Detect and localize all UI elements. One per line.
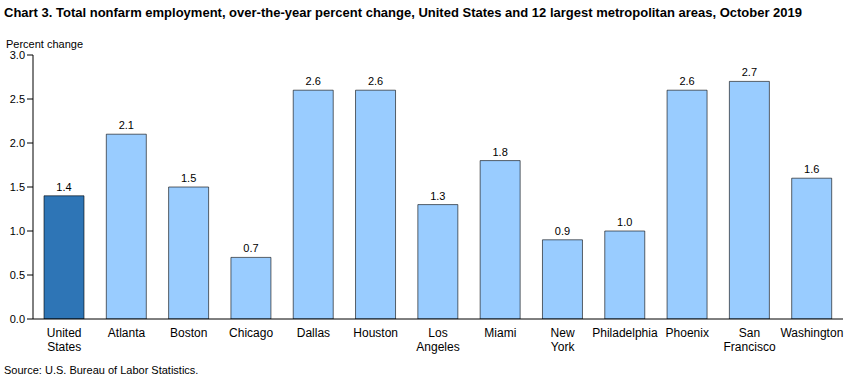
svg-text:SanFrancisco: SanFrancisco xyxy=(724,326,776,354)
svg-text:2.0: 2.0 xyxy=(10,137,25,149)
html-text:Source: U.S. Bureau of Labor S: Source: U.S. Bureau of Labor Statistics. xyxy=(4,364,199,376)
svg-text:1.3: 1.3 xyxy=(430,190,445,202)
svg-text:Atlanta: Atlanta xyxy=(108,326,146,340)
svg-text:Miami: Miami xyxy=(484,326,516,340)
svg-text:2.7: 2.7 xyxy=(742,66,757,78)
svg-text:1.0: 1.0 xyxy=(10,225,25,237)
svg-text:1.8: 1.8 xyxy=(493,146,508,158)
svg-text:3.0: 3.0 xyxy=(10,49,25,61)
svg-text:LosAngeles: LosAngeles xyxy=(416,326,459,354)
svg-text:2.6: 2.6 xyxy=(368,75,383,87)
svg-text:1.5: 1.5 xyxy=(181,172,196,184)
svg-text:Philadelphia: Philadelphia xyxy=(592,326,658,340)
svg-text:Boston: Boston xyxy=(170,326,207,340)
svg-text:Houston: Houston xyxy=(353,326,398,340)
svg-text:1.6: 1.6 xyxy=(804,163,819,175)
svg-text:0.9: 0.9 xyxy=(555,225,570,237)
html-text:Chart 3. Total nonfarm employm: Chart 3. Total nonfarm employment, over-… xyxy=(4,5,802,20)
svg-text:1.5: 1.5 xyxy=(10,181,25,193)
svg-text:0.0: 0.0 xyxy=(10,313,25,325)
svg-text:0.7: 0.7 xyxy=(243,242,258,254)
svg-text:UnitedStates: UnitedStates xyxy=(47,326,82,354)
svg-text:2.6: 2.6 xyxy=(306,75,321,87)
svg-text:2.5: 2.5 xyxy=(10,93,25,105)
svg-text:0.5: 0.5 xyxy=(10,269,25,281)
svg-text:1.0: 1.0 xyxy=(617,216,632,228)
svg-text:1.4: 1.4 xyxy=(56,181,71,193)
svg-text:NewYork: NewYork xyxy=(551,326,576,354)
svg-text:Phoenix: Phoenix xyxy=(666,326,709,340)
svg-text:Washington: Washington xyxy=(780,326,843,340)
html-text:Percent change: Percent change xyxy=(6,38,84,50)
svg-text:Dallas: Dallas xyxy=(297,326,330,340)
svg-text:2.1: 2.1 xyxy=(119,119,134,131)
svg-text:2.6: 2.6 xyxy=(679,75,694,87)
svg-text:Chicago: Chicago xyxy=(229,326,273,340)
